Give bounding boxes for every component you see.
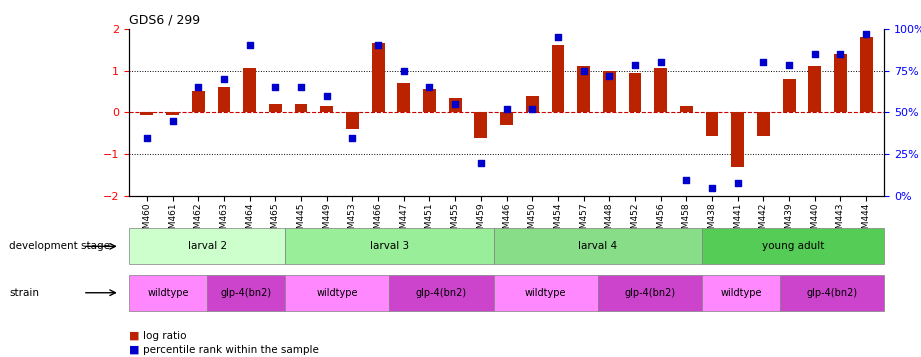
Text: glp-4(bn2): glp-4(bn2)	[220, 288, 272, 298]
Text: ■: ■	[129, 331, 139, 341]
Bar	[141, 112, 153, 115]
Text: GDS6 / 299: GDS6 / 299	[129, 13, 200, 26]
Bar	[809, 66, 822, 112]
Text: larval 3: larval 3	[370, 241, 409, 251]
Bar	[603, 71, 616, 112]
Bar	[166, 112, 179, 115]
Point	[602, 73, 617, 79]
Bar	[192, 91, 204, 112]
Text: wildtype: wildtype	[147, 288, 189, 298]
Bar	[860, 37, 872, 112]
Bar	[243, 69, 256, 112]
Point	[577, 68, 591, 74]
Point	[345, 135, 360, 140]
Text: ■: ■	[129, 345, 139, 355]
Point	[473, 160, 488, 166]
Text: larval 4: larval 4	[578, 241, 617, 251]
Point	[396, 68, 411, 74]
Point	[730, 180, 745, 186]
Text: log ratio: log ratio	[143, 331, 186, 341]
Point	[679, 177, 694, 182]
Text: glp-4(bn2): glp-4(bn2)	[416, 288, 467, 298]
Text: wildtype: wildtype	[317, 288, 358, 298]
Point	[294, 84, 309, 90]
Point	[782, 62, 797, 68]
Bar	[346, 112, 359, 129]
Bar	[783, 79, 796, 112]
Point	[242, 42, 257, 48]
Text: percentile rank within the sample: percentile rank within the sample	[143, 345, 319, 355]
Bar	[680, 106, 693, 112]
Text: young adult: young adult	[762, 241, 824, 251]
Bar	[449, 98, 461, 112]
Text: development stage: development stage	[9, 241, 111, 251]
Point	[371, 42, 386, 48]
Point	[808, 51, 822, 56]
Point	[653, 59, 668, 65]
Point	[216, 76, 231, 82]
Bar	[397, 83, 410, 112]
Bar	[269, 104, 282, 112]
Bar	[731, 112, 744, 167]
Bar	[654, 69, 667, 112]
Bar	[295, 104, 308, 112]
Point	[268, 84, 283, 90]
Bar	[526, 96, 539, 112]
Bar	[217, 87, 230, 112]
Point	[422, 84, 437, 90]
Point	[525, 106, 540, 112]
Bar	[372, 43, 385, 112]
Text: glp-4(bn2): glp-4(bn2)	[624, 288, 675, 298]
Point	[705, 185, 719, 191]
Bar	[834, 54, 847, 112]
Text: strain: strain	[9, 288, 40, 298]
Point	[140, 135, 155, 140]
Text: wildtype: wildtype	[720, 288, 762, 298]
Bar	[423, 89, 436, 112]
Point	[756, 59, 771, 65]
Point	[165, 118, 180, 124]
Bar	[474, 112, 487, 137]
Point	[551, 34, 565, 40]
Bar	[628, 72, 641, 112]
Point	[448, 101, 462, 107]
Point	[858, 31, 873, 36]
Bar	[577, 66, 590, 112]
Bar	[757, 112, 770, 136]
Text: larval 2: larval 2	[188, 241, 227, 251]
Point	[320, 93, 334, 99]
Point	[627, 62, 642, 68]
Point	[499, 106, 514, 112]
Text: glp-4(bn2): glp-4(bn2)	[807, 288, 857, 298]
Text: wildtype: wildtype	[525, 288, 566, 298]
Point	[834, 51, 848, 56]
Bar	[705, 112, 718, 136]
Bar	[552, 45, 565, 112]
Bar	[321, 106, 333, 112]
Bar	[500, 112, 513, 125]
Point	[191, 84, 205, 90]
